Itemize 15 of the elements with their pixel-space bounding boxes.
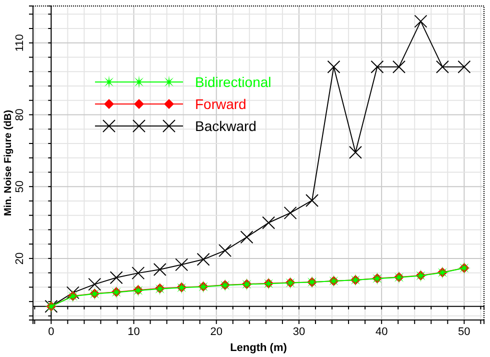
x-axis-title: Length (m) [230, 342, 288, 354]
y-tick-label: 80 [14, 108, 26, 121]
legend-label: Bidirectional [195, 74, 272, 90]
legend-label: Backward [195, 118, 256, 134]
legend-label: Forward [195, 96, 246, 112]
y-tick-label: 110 [14, 34, 26, 52]
x-tick-label: 40 [375, 326, 388, 338]
y-tick-label: 50 [14, 180, 26, 193]
x-tick-label: 10 [128, 326, 140, 338]
x-tick-label: 30 [292, 326, 306, 338]
y-axis-title: Min. Noise Figure (dB) [3, 110, 14, 216]
x-tick-label: 50 [458, 326, 470, 338]
y-tick-label: 20 [14, 252, 26, 265]
x-tick-label: 20 [210, 326, 222, 338]
x-tick-label: 0 [48, 326, 54, 338]
